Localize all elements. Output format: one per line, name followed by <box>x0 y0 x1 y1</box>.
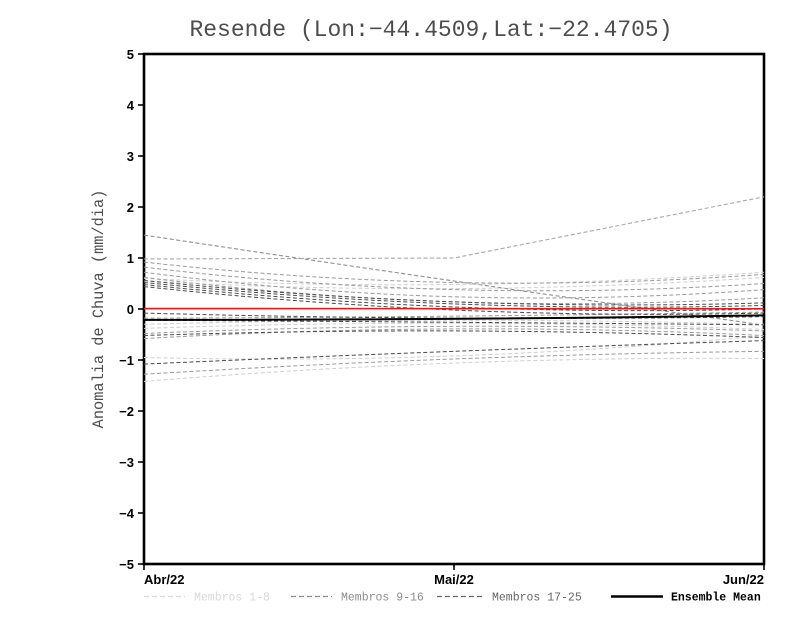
svg-text:−3: −3 <box>119 455 134 470</box>
svg-text:Ensemble Mean: Ensemble Mean <box>671 592 761 605</box>
svg-text:5: 5 <box>127 47 134 62</box>
svg-text:Mai/22: Mai/22 <box>434 572 474 587</box>
svg-text:−2: −2 <box>119 404 134 419</box>
svg-text:4: 4 <box>127 98 135 113</box>
svg-text:Anomalia de Chuva (mm/dia): Anomalia de Chuva (mm/dia) <box>90 190 108 429</box>
svg-text:1: 1 <box>127 251 134 266</box>
svg-text:−4: −4 <box>119 506 135 521</box>
svg-text:Membros 17-25: Membros 17-25 <box>492 592 582 605</box>
svg-text:3: 3 <box>127 149 134 164</box>
svg-text:−5: −5 <box>119 557 134 572</box>
svg-text:Resende (Lon:−44.4509,Lat:−22.: Resende (Lon:−44.4509,Lat:−22.4705) <box>189 17 672 43</box>
svg-text:Membros 9-16: Membros 9-16 <box>341 592 424 605</box>
svg-text:2: 2 <box>127 200 134 215</box>
svg-text:−1: −1 <box>119 353 134 368</box>
svg-text:0: 0 <box>127 302 134 317</box>
svg-text:Membros 1-8: Membros 1-8 <box>194 592 270 605</box>
svg-text:Abr/22: Abr/22 <box>144 572 184 587</box>
svg-text:Jun/22: Jun/22 <box>723 572 764 587</box>
